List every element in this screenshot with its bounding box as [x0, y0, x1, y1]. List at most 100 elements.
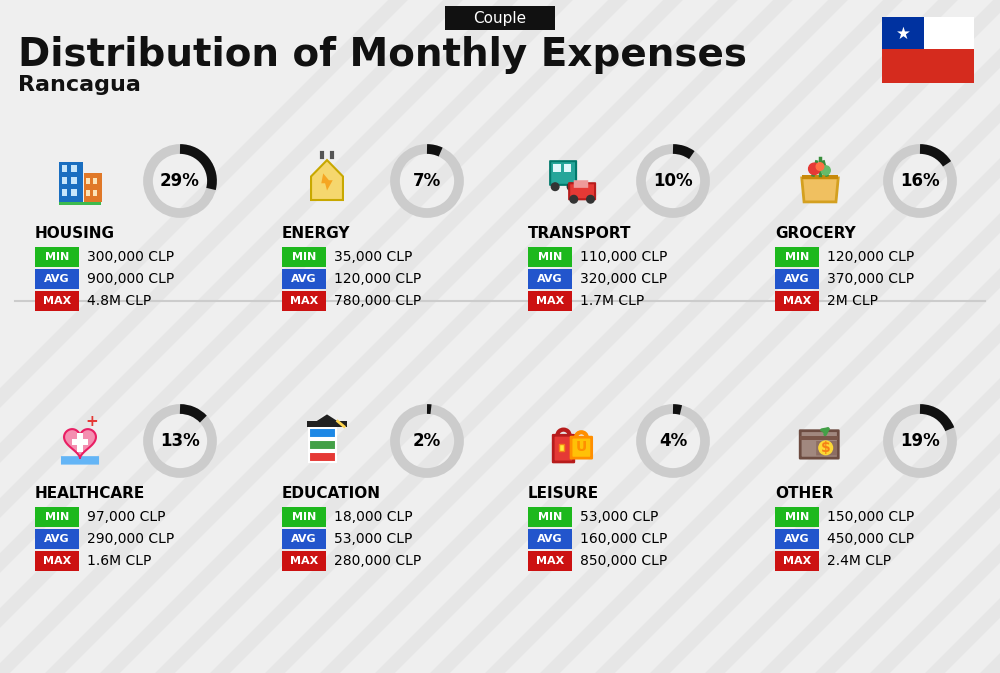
Text: 120,000 CLP: 120,000 CLP: [827, 250, 914, 264]
FancyBboxPatch shape: [84, 173, 102, 201]
Circle shape: [551, 183, 559, 190]
Text: MAX: MAX: [536, 556, 564, 566]
FancyBboxPatch shape: [775, 529, 819, 549]
FancyBboxPatch shape: [924, 17, 974, 51]
FancyBboxPatch shape: [35, 529, 79, 549]
Text: 2M CLP: 2M CLP: [827, 294, 878, 308]
Text: 280,000 CLP: 280,000 CLP: [334, 554, 421, 568]
Text: MIN: MIN: [45, 512, 69, 522]
Text: MAX: MAX: [290, 556, 318, 566]
Text: 780,000 CLP: 780,000 CLP: [334, 294, 421, 308]
FancyBboxPatch shape: [282, 247, 326, 267]
Text: 290,000 CLP: 290,000 CLP: [87, 532, 174, 546]
FancyBboxPatch shape: [35, 247, 79, 267]
FancyBboxPatch shape: [71, 189, 77, 197]
Circle shape: [809, 163, 820, 174]
FancyBboxPatch shape: [309, 452, 336, 462]
Text: HOUSING: HOUSING: [35, 225, 115, 240]
FancyBboxPatch shape: [282, 529, 326, 549]
Text: 110,000 CLP: 110,000 CLP: [580, 250, 667, 264]
FancyBboxPatch shape: [71, 165, 77, 172]
Text: 1.7M CLP: 1.7M CLP: [580, 294, 644, 308]
Text: 53,000 CLP: 53,000 CLP: [580, 510, 658, 524]
FancyBboxPatch shape: [775, 291, 819, 311]
Text: 120,000 CLP: 120,000 CLP: [334, 272, 421, 286]
Text: 19%: 19%: [900, 432, 940, 450]
Circle shape: [816, 163, 824, 170]
FancyBboxPatch shape: [77, 433, 83, 452]
FancyBboxPatch shape: [445, 6, 555, 30]
FancyBboxPatch shape: [62, 165, 67, 172]
FancyBboxPatch shape: [775, 269, 819, 289]
FancyBboxPatch shape: [882, 17, 924, 51]
Text: Couple: Couple: [473, 11, 527, 26]
Text: 370,000 CLP: 370,000 CLP: [827, 272, 914, 286]
FancyBboxPatch shape: [802, 175, 838, 179]
FancyBboxPatch shape: [71, 177, 77, 184]
FancyBboxPatch shape: [528, 529, 572, 549]
FancyBboxPatch shape: [553, 164, 561, 172]
Circle shape: [587, 195, 594, 203]
Text: $: $: [821, 441, 831, 455]
Text: MIN: MIN: [785, 512, 809, 522]
FancyBboxPatch shape: [86, 178, 90, 184]
FancyBboxPatch shape: [775, 507, 819, 527]
Text: 35,000 CLP: 35,000 CLP: [334, 250, 412, 264]
Text: AVG: AVG: [44, 534, 70, 544]
Circle shape: [570, 195, 578, 203]
FancyBboxPatch shape: [62, 177, 67, 184]
FancyBboxPatch shape: [59, 201, 101, 205]
FancyBboxPatch shape: [282, 551, 326, 571]
FancyBboxPatch shape: [72, 439, 88, 445]
Text: 450,000 CLP: 450,000 CLP: [827, 532, 914, 546]
FancyBboxPatch shape: [59, 162, 83, 201]
FancyBboxPatch shape: [35, 551, 79, 571]
FancyBboxPatch shape: [816, 441, 837, 456]
FancyBboxPatch shape: [282, 291, 326, 311]
Text: AVG: AVG: [784, 534, 810, 544]
FancyBboxPatch shape: [882, 49, 974, 83]
Text: 900,000 CLP: 900,000 CLP: [87, 272, 174, 286]
Text: LEISURE: LEISURE: [528, 485, 599, 501]
Text: 320,000 CLP: 320,000 CLP: [580, 272, 667, 286]
Text: MIN: MIN: [785, 252, 809, 262]
Text: 2%: 2%: [413, 432, 441, 450]
Text: 29%: 29%: [160, 172, 200, 190]
FancyBboxPatch shape: [282, 507, 326, 527]
Polygon shape: [64, 429, 96, 458]
FancyBboxPatch shape: [93, 178, 97, 184]
Text: Rancagua: Rancagua: [18, 75, 141, 95]
Polygon shape: [316, 415, 338, 427]
Text: 160,000 CLP: 160,000 CLP: [580, 532, 667, 546]
FancyBboxPatch shape: [528, 247, 572, 267]
FancyBboxPatch shape: [564, 164, 571, 172]
FancyBboxPatch shape: [86, 190, 90, 197]
Text: TRANSPORT: TRANSPORT: [528, 225, 632, 240]
Text: AVG: AVG: [291, 534, 317, 544]
FancyBboxPatch shape: [35, 507, 79, 527]
FancyBboxPatch shape: [528, 551, 572, 571]
Text: MAX: MAX: [43, 556, 71, 566]
Text: 4%: 4%: [659, 432, 687, 450]
FancyBboxPatch shape: [559, 444, 564, 450]
Text: MAX: MAX: [783, 556, 811, 566]
FancyBboxPatch shape: [553, 435, 574, 462]
Polygon shape: [311, 160, 343, 200]
Text: 1.6M CLP: 1.6M CLP: [87, 554, 151, 568]
Text: 18,000 CLP: 18,000 CLP: [334, 510, 413, 524]
Text: AVG: AVG: [537, 274, 563, 284]
FancyBboxPatch shape: [62, 189, 67, 197]
FancyBboxPatch shape: [800, 435, 838, 440]
FancyBboxPatch shape: [574, 180, 588, 188]
FancyBboxPatch shape: [309, 440, 336, 450]
FancyBboxPatch shape: [569, 183, 595, 199]
Text: AVG: AVG: [784, 274, 810, 284]
Circle shape: [821, 166, 830, 175]
Text: Distribution of Monthly Expenses: Distribution of Monthly Expenses: [18, 36, 747, 74]
FancyBboxPatch shape: [571, 437, 592, 458]
Text: MIN: MIN: [538, 252, 562, 262]
Text: AVG: AVG: [44, 274, 70, 284]
Text: MAX: MAX: [536, 296, 564, 306]
Text: OTHER: OTHER: [775, 485, 833, 501]
FancyBboxPatch shape: [550, 162, 576, 185]
